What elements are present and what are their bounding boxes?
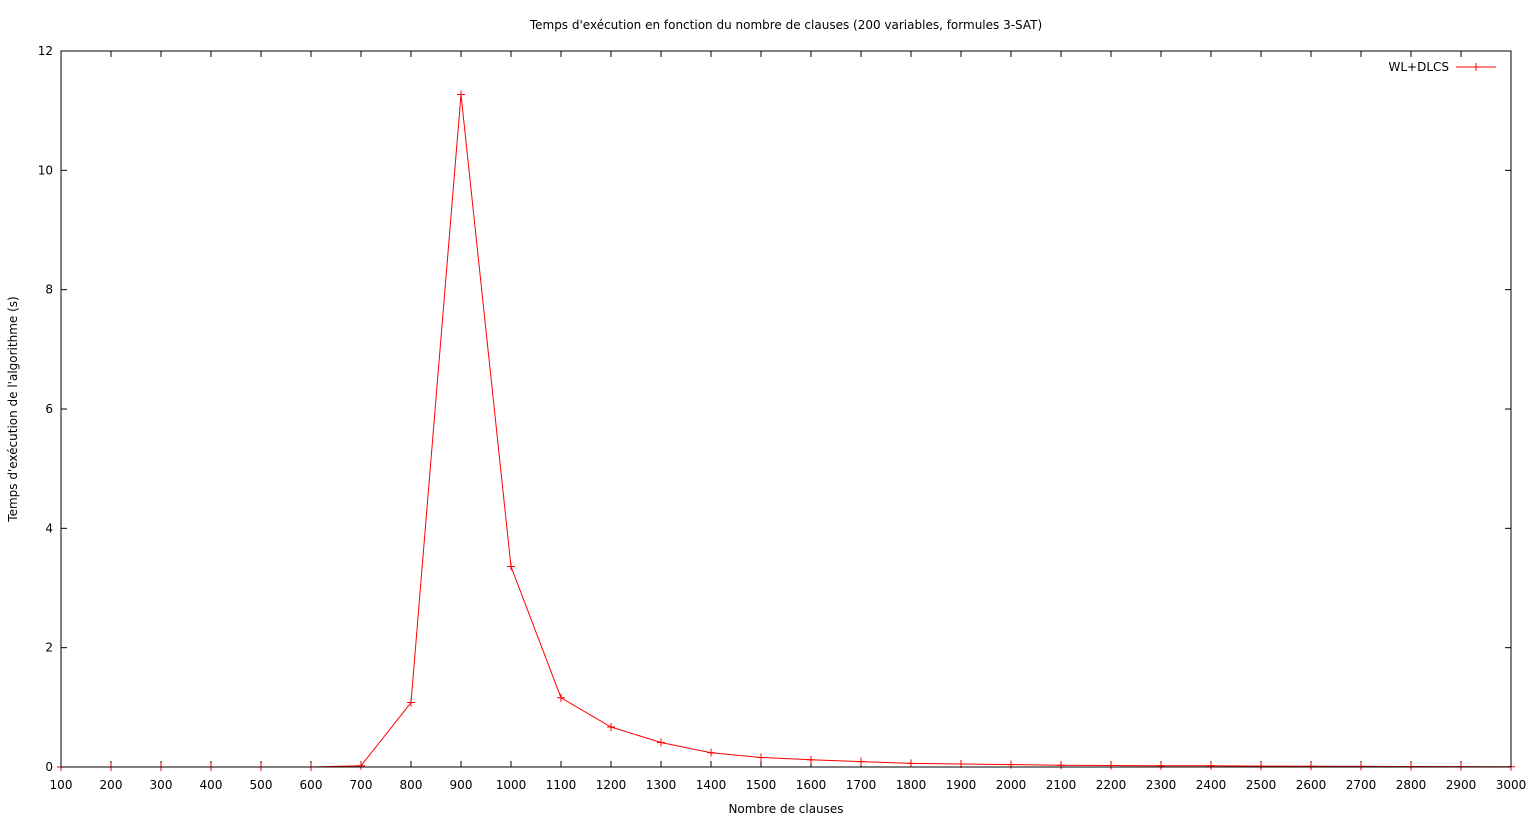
x-tick-label: 2800: [1396, 778, 1427, 792]
x-tick-label: 1400: [696, 778, 727, 792]
x-tick-label: 2400: [1196, 778, 1227, 792]
legend: WL+DLCS: [1388, 60, 1496, 74]
x-tick-label: 1300: [646, 778, 677, 792]
data-point-marker: [1157, 761, 1165, 770]
x-tick-label: 100: [50, 778, 73, 792]
data-point-marker: [857, 757, 865, 766]
x-tick-label: 1100: [546, 778, 577, 792]
x-tick-label: 1800: [896, 778, 927, 792]
x-tick-label: 900: [450, 778, 473, 792]
x-tick-label: 2500: [1246, 778, 1277, 792]
x-tick-label: 500: [250, 778, 273, 792]
x-tick-label: 300: [150, 778, 173, 792]
x-tick-label: 1500: [746, 778, 777, 792]
x-tick-label: 1700: [846, 778, 877, 792]
x-tick-label: 200: [100, 778, 123, 792]
y-tick-label: 10: [38, 163, 53, 177]
x-tick-labels: 100 200 300 400 500 600 700 800 900 1000 1100 1200 1…: [50, 778, 1527, 792]
x-tick-label: 2600: [1296, 778, 1327, 792]
x-tick-label: 3000: [1496, 778, 1527, 792]
x-tick-label: 1900: [946, 778, 977, 792]
x-axis-label: Nombre de clauses: [728, 802, 843, 816]
data-point-marker: [507, 562, 515, 571]
data-point-marker: [1057, 761, 1065, 770]
x-tick-label: 2900: [1446, 778, 1477, 792]
data-point-marker: [1207, 761, 1215, 770]
x-tick-label: 600: [300, 778, 323, 792]
y-tick-label: 0: [45, 760, 53, 774]
chart-title: Temps d'exécution en fonction du nombre …: [529, 18, 1042, 32]
x-tick-label: 400: [200, 778, 223, 792]
y-tick-label: 2: [45, 641, 53, 655]
y-tick-marks: [61, 50, 1511, 768]
plot-frame: [60, 50, 1512, 768]
x-tick-label: 2100: [1046, 778, 1077, 792]
data-point-marker: [757, 753, 765, 762]
y-tick-label: 8: [45, 283, 53, 297]
x-tick-label: 1200: [596, 778, 627, 792]
x-tick-label: 2700: [1346, 778, 1377, 792]
legend-label: WL+DLCS: [1388, 60, 1449, 74]
data-point-marker: [1257, 762, 1265, 771]
y-axis-label: Temps d'exécution de l'algorithme (s): [6, 296, 20, 522]
series-line: [61, 94, 1512, 768]
x-tick-marks: [60, 51, 1512, 767]
data-point-marker: [457, 90, 465, 99]
data-point-marker: [1107, 761, 1115, 770]
x-tick-label: 1000: [496, 778, 527, 792]
data-point-marker: [907, 759, 915, 768]
data-point-marker: [807, 755, 815, 764]
x-tick-label: 2000: [996, 778, 1027, 792]
x-tick-label: 1600: [796, 778, 827, 792]
data-point-marker: [607, 723, 615, 732]
x-tick-label: 700: [350, 778, 373, 792]
y-tick-label: 12: [38, 44, 53, 58]
data-point-marker: [357, 761, 365, 770]
x-tick-label: 2300: [1146, 778, 1177, 792]
data-point-marker: [1307, 762, 1315, 771]
y-tick-labels: 0 2 4 6 8 10 12: [38, 44, 53, 774]
series-markers: [57, 90, 1515, 771]
data-point-marker: [1357, 762, 1365, 771]
legend-marker: [1472, 63, 1480, 71]
data-point-marker: [557, 693, 565, 702]
y-tick-label: 4: [45, 521, 53, 535]
x-tick-label: 800: [400, 778, 423, 792]
data-point-marker: [657, 738, 665, 747]
x-tick-label: 2200: [1096, 778, 1127, 792]
y-tick-label: 6: [45, 402, 53, 416]
data-point-marker: [707, 748, 715, 757]
data-point-marker: [407, 698, 415, 707]
